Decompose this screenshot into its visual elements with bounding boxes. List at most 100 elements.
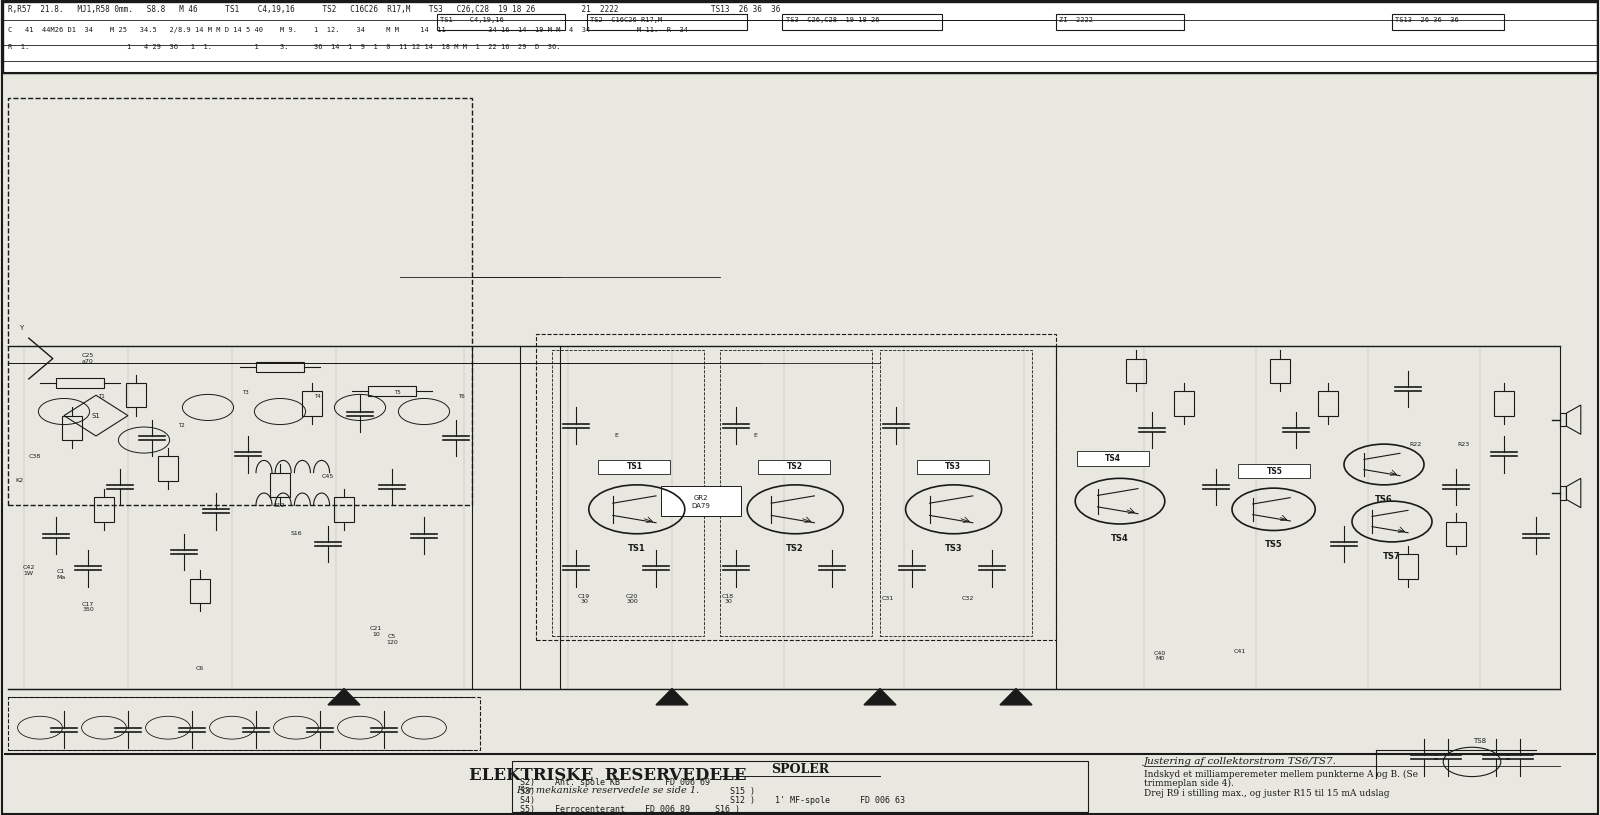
Bar (1494, 391, 1514, 416)
Bar (190, 579, 210, 603)
Text: R22: R22 (1410, 442, 1422, 447)
Text: TS3: TS3 (944, 462, 960, 471)
Text: R23: R23 (1458, 442, 1470, 447)
Bar (512, 761, 1088, 812)
Polygon shape (864, 689, 896, 705)
Text: E: E (614, 434, 618, 438)
Text: C42
1W: C42 1W (22, 565, 35, 576)
Bar (536, 334, 1056, 640)
Text: SPOLER: SPOLER (771, 763, 829, 776)
Text: T3: T3 (242, 390, 248, 395)
Bar (1398, 554, 1418, 579)
Text: T1: T1 (98, 394, 104, 399)
Text: R,R57  21.8.   MJ1,R58 0mm.   S8.8   M 46      TS1    C4,19,16      TS2   C16C26: R,R57 21.8. MJ1,R58 0mm. S8.8 M 46 TS1 C… (8, 5, 781, 15)
Text: TS4: TS4 (1110, 534, 1130, 543)
Text: ZI  2222: ZI 2222 (1059, 17, 1093, 24)
Text: C40
M0: C40 M0 (1154, 650, 1166, 662)
Text: DA79: DA79 (691, 503, 710, 509)
Bar (661, 487, 741, 516)
Text: C38: C38 (29, 454, 42, 459)
Text: TS4: TS4 (1104, 454, 1120, 463)
Text: C18
30: C18 30 (722, 593, 734, 605)
Bar (8, 98, 472, 505)
Text: K2: K2 (14, 478, 24, 483)
Bar (3, 2, 1597, 73)
Text: TS6: TS6 (1374, 495, 1394, 504)
Bar (1318, 391, 1338, 416)
Text: C   41  44M26 D1  34    M 25   34.5   2/8.9 14 M M D 14 5 40    M 9.    1  12.  : C 41 44M26 D1 34 M 25 34.5 2/8.9 14 M M … (8, 27, 688, 33)
Bar (598, 460, 670, 474)
Bar (1560, 487, 1566, 500)
Text: S3)                                       S15 ): S3) S15 ) (520, 786, 755, 795)
Bar (302, 391, 322, 416)
Text: C1
Ma: C1 Ma (56, 569, 66, 580)
Text: TS3  C26,C28  19 18 26: TS3 C26,C28 19 18 26 (786, 17, 878, 24)
Bar (1560, 413, 1566, 426)
Bar (8, 697, 480, 750)
Text: E: E (754, 434, 757, 438)
Text: S12: S12 (274, 503, 286, 508)
Text: S4)                                       S12 )    1' MF-spole      FD 006 63: S4) S12 ) 1' MF-spole FD 006 63 (520, 795, 906, 804)
Text: TS5: TS5 (1267, 466, 1282, 475)
Bar (587, 14, 747, 30)
Text: TS5: TS5 (1264, 540, 1283, 549)
Text: Justering af collektorstrom TS6/TS7.: Justering af collektorstrom TS6/TS7. (1144, 757, 1338, 766)
Text: S5)    Ferrocenterant    FD 006 89     S16 ): S5) Ferrocenterant FD 006 89 S16 ) (520, 804, 739, 813)
Text: TS7: TS7 (1382, 552, 1402, 561)
Text: TS2  C16C26 R17,M: TS2 C16C26 R17,M (590, 17, 662, 24)
Text: Drej R9 i stilling max., og juster R15 til 15 mA udslag: Drej R9 i stilling max., og juster R15 t… (1144, 789, 1389, 798)
Bar (1077, 452, 1149, 466)
Bar (334, 497, 354, 522)
Bar (1392, 14, 1504, 30)
Text: S2)    Ant. spole KB         FD 006 69: S2) Ant. spole KB FD 006 69 (520, 778, 710, 786)
Text: TS1: TS1 (627, 544, 646, 553)
Text: TS3: TS3 (944, 544, 963, 553)
Bar (368, 386, 416, 396)
Bar (5, 98, 1594, 513)
Text: C5
120: C5 120 (386, 634, 398, 645)
Text: GR2: GR2 (693, 495, 709, 501)
Bar (256, 362, 304, 372)
Bar (56, 378, 104, 388)
Bar (62, 416, 82, 440)
Text: TS1    C4,19,16: TS1 C4,19,16 (440, 17, 504, 24)
Bar (758, 460, 830, 474)
Bar (126, 383, 146, 408)
Text: trimmeplan side 4).: trimmeplan side 4). (1144, 779, 1234, 788)
Text: C21
10: C21 10 (370, 626, 382, 637)
Text: C17
350: C17 350 (82, 601, 94, 613)
Bar (552, 350, 704, 636)
Text: T6: T6 (458, 394, 464, 399)
Text: R  1.                       1   4 29  36   1  1.          1     3.      36  14  : R 1. 1 4 29 36 1 1. 1 3. 36 14 (8, 44, 560, 51)
Bar (880, 350, 1032, 636)
Text: C25
a70: C25 a70 (82, 353, 94, 364)
Text: TS2: TS2 (787, 462, 802, 471)
Text: T5: T5 (394, 390, 400, 395)
Bar (158, 456, 178, 481)
Text: TS2: TS2 (786, 544, 805, 553)
Bar (1174, 391, 1194, 416)
Bar (720, 350, 872, 636)
Text: TS1: TS1 (627, 462, 642, 471)
Text: Indskyd et milliamperemeter mellem punkterne A og B. (Se: Indskyd et milliamperemeter mellem punkt… (1144, 769, 1418, 778)
Bar (437, 14, 565, 30)
Bar (1056, 14, 1184, 30)
Bar (94, 497, 114, 522)
Text: C41: C41 (1234, 650, 1246, 654)
Text: T2: T2 (178, 423, 184, 428)
Bar (1446, 522, 1466, 546)
Polygon shape (656, 689, 688, 705)
Text: TS13  26 36  36: TS13 26 36 36 (1395, 17, 1459, 24)
Text: Y: Y (19, 325, 22, 331)
Text: C19
30: C19 30 (578, 593, 590, 605)
Bar (270, 473, 290, 497)
Bar (1126, 359, 1146, 383)
Bar (1238, 464, 1310, 478)
Text: ELEKTRISKE  RESERVEDELE: ELEKTRISKE RESERVEDELE (469, 767, 747, 784)
Text: C45: C45 (322, 474, 334, 479)
Text: C6: C6 (195, 666, 205, 671)
Text: T4: T4 (314, 394, 320, 399)
Bar (1270, 359, 1290, 383)
Text: S16: S16 (290, 531, 302, 536)
Polygon shape (1000, 689, 1032, 705)
